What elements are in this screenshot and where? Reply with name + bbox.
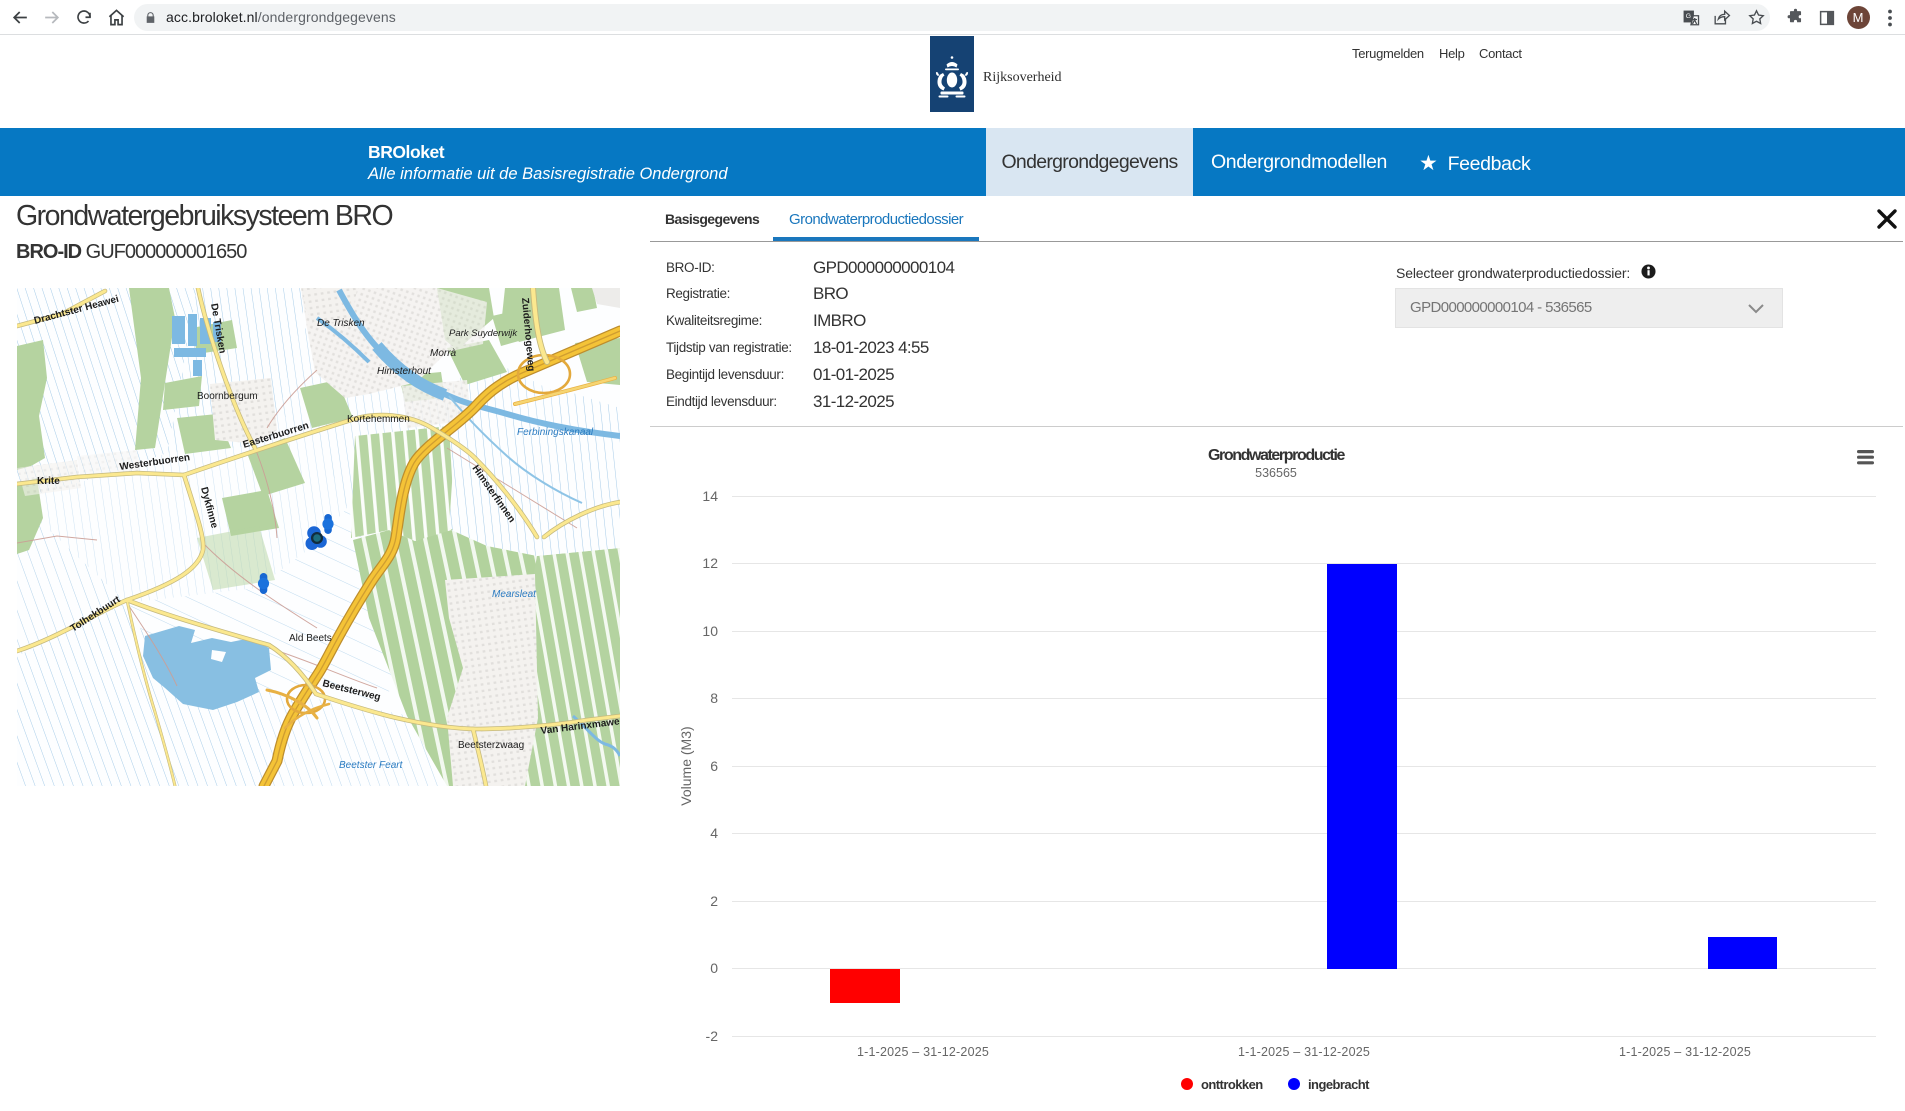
svg-text:Boornbergum: Boornbergum — [197, 391, 258, 402]
svg-text:Morrà: Morrà — [430, 348, 457, 359]
svg-text:Beetster Feart: Beetster Feart — [339, 760, 404, 771]
svg-text:Krite: Krite — [37, 476, 60, 487]
svg-text:Mearsleat: Mearsleat — [492, 589, 537, 600]
svg-text:Park Suyderwijk: Park Suyderwijk — [449, 328, 518, 339]
svg-text:G: G — [1686, 13, 1691, 20]
svg-text:De Trisken: De Trisken — [317, 318, 365, 329]
svg-text:Ald Beets: Ald Beets — [289, 633, 332, 644]
svg-text:Ferbiningskanaal: Ferbiningskanaal — [517, 427, 594, 438]
svg-text:Himsterhout: Himsterhout — [377, 366, 432, 377]
svg-text:Beetsterzwaag: Beetsterzwaag — [458, 740, 524, 751]
svg-text:Kortehemmen: Kortehemmen — [347, 414, 410, 425]
